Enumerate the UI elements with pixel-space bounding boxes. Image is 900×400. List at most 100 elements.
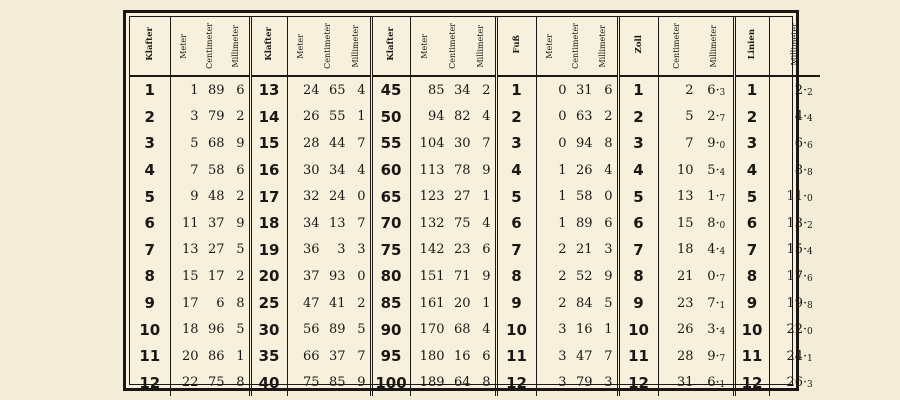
metric-value-part: 34 — [302, 215, 320, 231]
metric-value-part: 5 — [357, 322, 366, 338]
metric-value-int: 9 — [707, 348, 716, 364]
metric-value-frac: 7 — [719, 194, 726, 205]
metric-value-part: 7 — [357, 348, 366, 364]
metric-value-part: 3 — [558, 375, 567, 391]
metric-value-part: 7 — [604, 348, 613, 364]
metric-value: 5 2·7 — [658, 103, 736, 131]
linien-value: 6 — [734, 209, 770, 237]
metric-value: 30 34 4 — [287, 156, 373, 184]
metric-value-part: 3 — [604, 242, 613, 258]
millimeter-value: 22·0 — [769, 316, 820, 343]
klafter-value: 16 — [250, 156, 288, 184]
header-mm: Millimeter — [769, 17, 820, 77]
metric-value: 2 52 9 — [536, 263, 620, 290]
metric-value-part: 9 — [190, 189, 199, 205]
millimeter-value-int: 13 — [786, 215, 803, 231]
metric-value: 189 64 8 — [410, 369, 498, 397]
millimeter-value: 6·6 — [769, 130, 820, 157]
metric-value-part: 84 — [575, 295, 593, 311]
metric-value-part: 21 — [575, 242, 593, 258]
metric-value-part: 28 — [302, 135, 320, 151]
metric-value-part: 2 — [558, 268, 567, 284]
table-row: 7 13 27 5 19 36 3 3 75 142 23 6 7 2 21 3 7 18 4·4 7 15·4 — [130, 236, 820, 264]
metric-value: 28 9·7 — [658, 342, 736, 370]
klafter-value: 95 — [371, 342, 411, 370]
metric-value-part: 123 — [419, 189, 445, 205]
metric-value-part: 9 — [604, 268, 613, 284]
conversion-table: Klafter Meter Centimeter Millimeter Klaf… — [130, 17, 820, 397]
metric-value: 2 6·3 — [658, 76, 736, 104]
metric-value-frac: 7 — [719, 353, 726, 364]
klafter-value: 1 — [130, 76, 171, 104]
metric-value-part: 26 — [575, 162, 593, 178]
fuss-value: 11 — [496, 342, 537, 370]
klafter-value: 75 — [371, 236, 411, 264]
header-linien: Linien — [734, 17, 770, 77]
metric-value-part: 1 — [357, 109, 366, 125]
zoll-value: 4 — [618, 156, 659, 184]
metric-value: 66 37 7 — [287, 342, 373, 370]
metric-value-part: 132 — [419, 215, 445, 231]
metric-value-lead: 26 — [676, 322, 694, 338]
metric-value-part: 9 — [482, 162, 491, 178]
klafter-value: 8 — [130, 263, 171, 290]
metric-value-part: 142 — [419, 242, 445, 258]
klafter-value: 18 — [250, 209, 288, 237]
header-klafter-3: Klafter — [371, 17, 411, 77]
metric-value: 47 41 2 — [287, 289, 373, 317]
zoll-value: 10 — [618, 316, 659, 343]
linien-value: 12 — [734, 369, 770, 397]
fuss-value: 7 — [496, 236, 537, 264]
metric-value-int: 7 — [707, 295, 716, 311]
metric-value-part: 34 — [453, 82, 471, 98]
metric-value-part: 1 — [604, 322, 613, 338]
metric-value-part: 78 — [453, 162, 471, 178]
metric-value-part: 2 — [604, 109, 613, 125]
klafter-value: 50 — [371, 103, 411, 131]
metric-value-part: 1 — [558, 162, 567, 178]
fuss-value: 12 — [496, 369, 537, 397]
millimeter-value-frac: 8 — [807, 167, 813, 178]
klafter-value: 4 — [130, 156, 171, 184]
metric-value: 13 1·7 — [658, 183, 736, 210]
metric-value-part: 1 — [558, 215, 567, 231]
metric-value: 7 58 6 — [170, 156, 252, 184]
metric-value-lead: 28 — [676, 348, 694, 364]
millimeter-value-int: 8 — [794, 162, 803, 178]
metric-value: 37 93 0 — [287, 263, 373, 290]
metric-value-part: 1 — [558, 189, 567, 205]
zoll-value: 5 — [618, 183, 659, 210]
metric-value: 11 37 9 — [170, 209, 252, 237]
millimeter-value-int: 17 — [786, 268, 803, 284]
metric-value-part: 4 — [482, 215, 491, 231]
millimeter-value-frac: 1 — [807, 353, 813, 364]
metric-value-part: 79 — [575, 375, 593, 391]
metric-value-part: 6 — [604, 82, 613, 98]
metric-value-part: 52 — [575, 268, 593, 284]
metric-value-part: 1 — [482, 189, 491, 205]
millimeter-value: 13·2 — [769, 210, 820, 237]
metric-value-int: 6 — [707, 375, 716, 391]
table-row: 12 22 75 8 40 75 85 9 100 189 64 8 12 3 79 3 12 31 6·1 12 26… — [130, 369, 820, 397]
klafter-value: 5 — [130, 183, 171, 210]
millimeter-value-int: 6 — [794, 135, 803, 151]
klafter-value: 12 — [130, 369, 171, 397]
millimeter-value-frac: 4 — [807, 114, 813, 125]
klafter-value: 2 — [130, 103, 171, 131]
metric-value-part: 55 — [328, 109, 346, 125]
metric-value-lead: 10 — [676, 162, 694, 178]
metric-value: 24 65 4 — [287, 76, 373, 104]
metric-value: 15 8·0 — [658, 209, 736, 237]
metric-value-part: 75 — [453, 215, 471, 231]
metric-value: 7 9·0 — [658, 130, 736, 157]
metric-value-part: 68 — [207, 135, 225, 151]
metric-value-part: 20 — [453, 295, 471, 311]
metric-value-frac: 1 — [719, 380, 726, 391]
metric-value-part: 93 — [328, 268, 346, 284]
metric-value: 3 16 1 — [536, 316, 620, 343]
metric-value-part: 89 — [328, 322, 346, 338]
fuss-value: 3 — [496, 130, 537, 157]
metric-value-part: 47 — [575, 348, 593, 364]
klafter-value: 85 — [371, 289, 411, 317]
millimeter-value-int: 15 — [786, 242, 803, 258]
